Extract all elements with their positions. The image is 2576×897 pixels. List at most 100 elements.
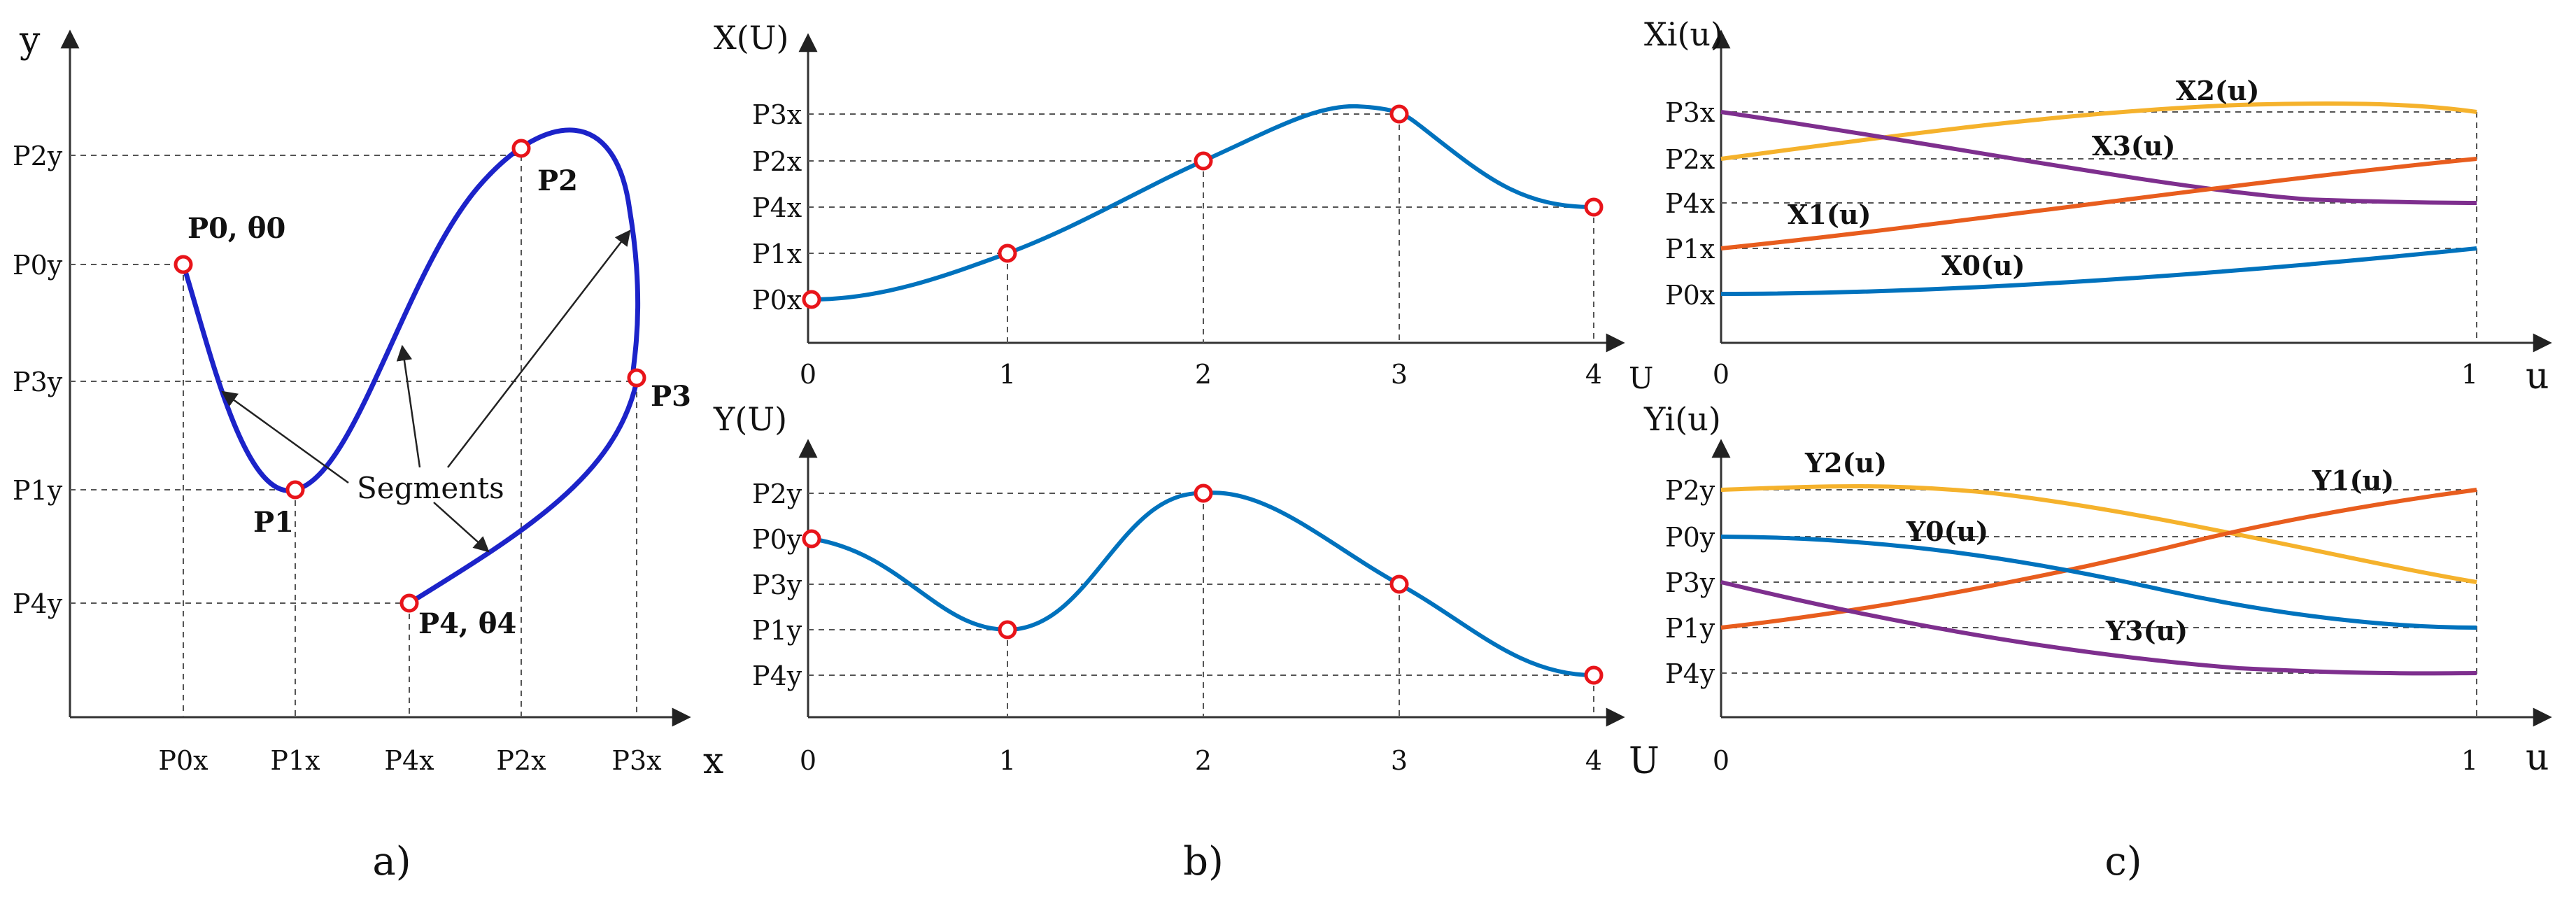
curve-label: X3(u) — [2092, 130, 2176, 162]
tick-label: 0 — [800, 745, 816, 776]
tick-label: 0 — [1713, 359, 1729, 390]
tick-label: P3y — [1665, 567, 1715, 598]
tick-label: P4x — [752, 192, 802, 223]
point-p4 — [399, 593, 419, 613]
tick-label: 1 — [999, 745, 1016, 776]
tick-label: 3 — [1391, 359, 1408, 390]
y0-curve — [1720, 535, 2477, 630]
x-of-u-curve — [811, 104, 1594, 302]
panel-b-bottom: Y(U) U P2y P0y P3y P1y P4y 0 1 2 3 4 b) — [713, 400, 1659, 884]
tick-label: 0 — [800, 359, 816, 390]
x2-curve — [1720, 101, 2477, 161]
tick-label: 4 — [1585, 359, 1602, 390]
tick-label: P3y — [13, 367, 63, 397]
segment-arrow — [447, 229, 631, 468]
tick-label: P0x — [752, 285, 802, 316]
tick-label: P2y — [752, 479, 802, 509]
panel-a-guides — [70, 155, 637, 717]
point-label: P3 — [651, 380, 691, 413]
curve-label: Y0(u) — [1906, 516, 1988, 547]
point-marker — [1389, 574, 1409, 594]
panel-b-bottom-axis-label: U — [1629, 740, 1659, 782]
tick-label: P1x — [270, 745, 320, 776]
curve-label: X1(u) — [1788, 199, 1871, 230]
segment-arrow — [396, 344, 421, 468]
point-p2 — [511, 139, 531, 158]
point-marker — [1194, 483, 1213, 503]
point-marker — [802, 529, 821, 549]
y2-curve — [1720, 484, 2477, 584]
tick-label: P1y — [13, 475, 63, 506]
point-marker — [998, 243, 1017, 263]
panel-a-x-axis-label: x — [703, 740, 723, 782]
path-curve — [181, 127, 641, 605]
panel-b-bottom-title: Y(U) — [713, 400, 787, 438]
curve-label: Y1(u) — [2312, 465, 2394, 496]
point-marker — [998, 620, 1017, 640]
tick-label: P2x — [1665, 144, 1715, 175]
tick-label: P0y — [13, 250, 63, 281]
segments-label: Segments — [357, 471, 504, 505]
point-label: P1 — [253, 506, 294, 539]
panel-c-top-title: Xi(u) — [1644, 15, 1723, 53]
x0-curve — [1720, 246, 2477, 296]
panel-b-top-title: X(U) — [714, 19, 788, 57]
point-marker — [1194, 151, 1213, 171]
tick-label: P3x — [752, 99, 802, 130]
tick-label: P2y — [13, 141, 63, 171]
tick-label: P4x — [1665, 188, 1715, 219]
point-p1 — [285, 480, 305, 500]
tick-label: P1x — [1665, 234, 1715, 264]
caption-b: b) — [1183, 839, 1224, 884]
curve-label: Y2(u) — [1804, 447, 1887, 479]
tick-label: P2y — [1665, 475, 1715, 506]
tick-label: P3x — [1665, 97, 1715, 128]
tick-label: 1 — [2461, 359, 2478, 390]
tick-label: P2x — [752, 146, 802, 177]
panel-b-top: X(U) U P3x P2x P4x P1x P0x 0 1 2 3 4 — [714, 19, 1653, 395]
point-p3 — [627, 368, 646, 388]
curve-label: X2(u) — [2176, 75, 2260, 106]
tick-label: 2 — [1195, 745, 1212, 776]
tick-label: P3y — [752, 570, 802, 600]
segment-arrow — [221, 390, 349, 484]
point-label: P2 — [537, 164, 578, 197]
tick-label: P3x — [611, 745, 661, 776]
tick-label: 3 — [1391, 745, 1408, 776]
tick-label: 4 — [1585, 745, 1602, 776]
point-marker — [1584, 197, 1604, 217]
tick-label: 1 — [999, 359, 1016, 390]
tick-label: P0y — [752, 524, 802, 555]
curve-label: X0(u) — [1941, 250, 2025, 281]
point-marker — [1584, 665, 1604, 685]
panel-c-bottom-axis-label: u — [2526, 737, 2549, 779]
tick-label: 0 — [1713, 745, 1729, 776]
tick-label: P1y — [752, 615, 802, 646]
tick-label: P0x — [1665, 280, 1715, 311]
x1-curve — [1720, 157, 2477, 250]
segment-arrow — [433, 502, 490, 553]
panel-b-top-axis-label: U — [1629, 361, 1653, 395]
tick-label: P1x — [752, 239, 802, 269]
tick-label: P0x — [158, 745, 208, 776]
caption-a: a) — [372, 839, 411, 884]
caption-c: c) — [2104, 839, 2142, 884]
panel-c-top: Xi(u) u P3x P2x P4x P1x P0x 0 1 X2(u) X3… — [1644, 15, 2552, 397]
tick-label: P4x — [384, 745, 434, 776]
y3-curve — [1720, 580, 2477, 676]
y1-curve — [1720, 488, 2477, 630]
point-label: P4, θ4 — [418, 607, 516, 640]
panel-a-y-axis-label: y — [19, 20, 41, 62]
tick-label: P0y — [1665, 522, 1715, 553]
tick-label: P4y — [1665, 658, 1715, 689]
panel-a: y x P2y P0y P3y P1y P4y P0x P1x P4x P2x … — [13, 20, 723, 884]
tick-label: P2x — [496, 745, 546, 776]
point-marker — [1389, 104, 1409, 124]
point-p0 — [174, 255, 193, 274]
tick-label: 2 — [1195, 359, 1212, 390]
tick-label: 1 — [2461, 745, 2478, 776]
curve-label: Y3(u) — [2105, 615, 2188, 647]
panel-c-bottom-title: Yi(u) — [1643, 400, 1721, 438]
tick-label: P4y — [752, 661, 802, 691]
